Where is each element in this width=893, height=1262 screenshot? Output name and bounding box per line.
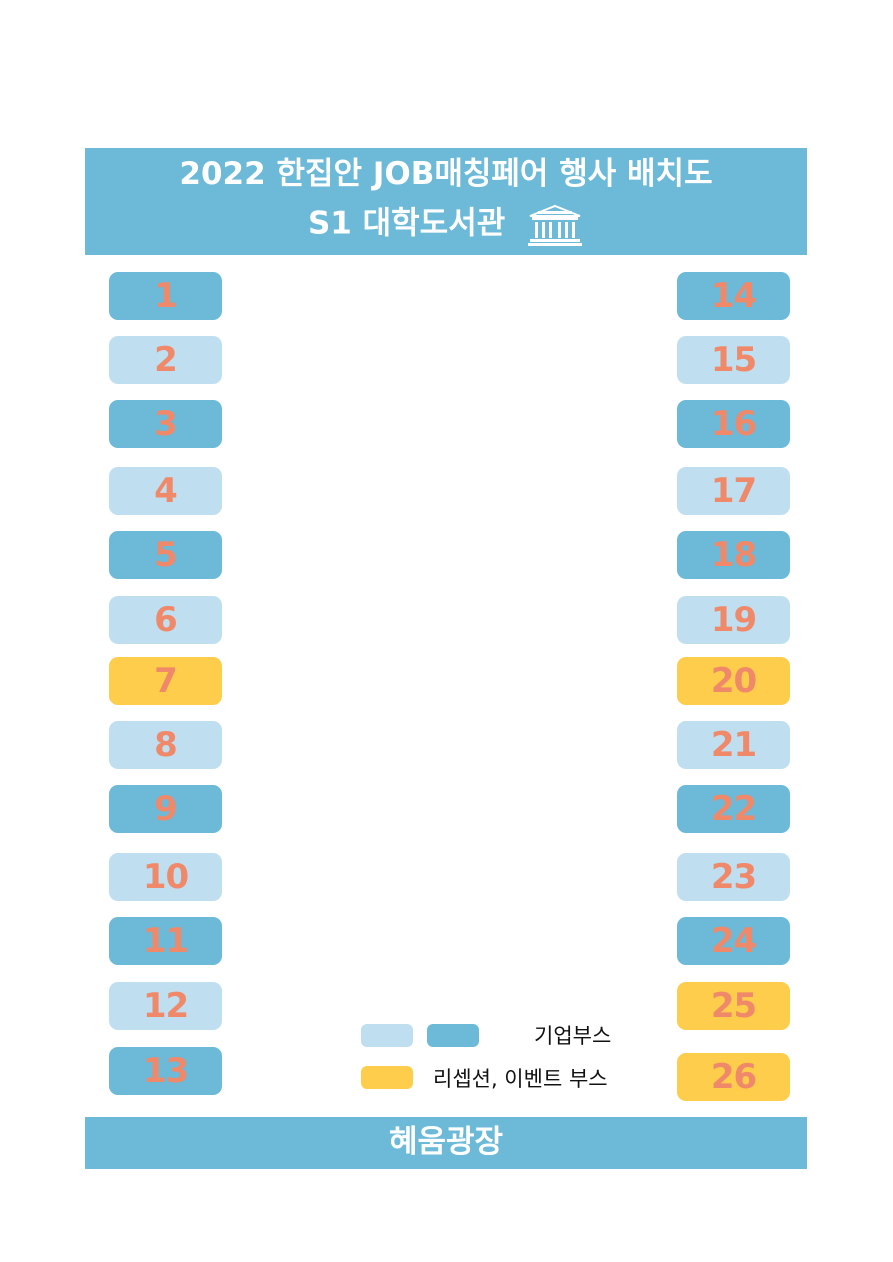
booth-4: 4 [109,467,222,515]
booth-22: 22 [677,785,790,833]
library-building-icon [528,204,583,246]
booth-8: 8 [109,721,222,769]
booth-20: 20 [677,657,790,705]
booth-16: 16 [677,400,790,448]
booth-25: 25 [677,982,790,1030]
legend-label-company: 기업부스 [534,1024,612,1048]
booth-1: 1 [109,272,222,320]
booth-13: 13 [109,1047,222,1095]
booth-6: 6 [109,596,222,644]
booth-24: 24 [677,917,790,965]
booth-23: 23 [677,853,790,901]
legend-swatch-event [361,1066,413,1089]
map-title: 2022 한집안 JOB매칭페어 행사 배치도 [179,156,713,192]
booth-3: 3 [109,400,222,448]
booth-14: 14 [677,272,790,320]
booth-19: 19 [677,596,790,644]
plaza-label-bar: 혜움광장 [85,1117,807,1169]
booth-26: 26 [677,1053,790,1101]
booth-10: 10 [109,853,222,901]
booth-5: 5 [109,531,222,579]
legend-label-event: 리셉션, 이벤트 부스 [433,1067,608,1091]
location-subtitle: S1 대학도서관 [307,205,506,242]
booth-7: 7 [109,657,222,705]
booth-15: 15 [677,336,790,384]
booth-9: 9 [109,785,222,833]
booth-12: 12 [109,982,222,1030]
legend-swatch-company-light [361,1024,413,1047]
location-subtitle-row: S1 대학도서관 [85,203,807,247]
booth-11: 11 [109,917,222,965]
booth-18: 18 [677,531,790,579]
booth-17: 17 [677,467,790,515]
booth-21: 21 [677,721,790,769]
legend-swatch-company-dark [427,1024,479,1047]
header-banner: 2022 한집안 JOB매칭페어 행사 배치도 S1 대학도서관 [85,148,807,255]
booth-2: 2 [109,336,222,384]
